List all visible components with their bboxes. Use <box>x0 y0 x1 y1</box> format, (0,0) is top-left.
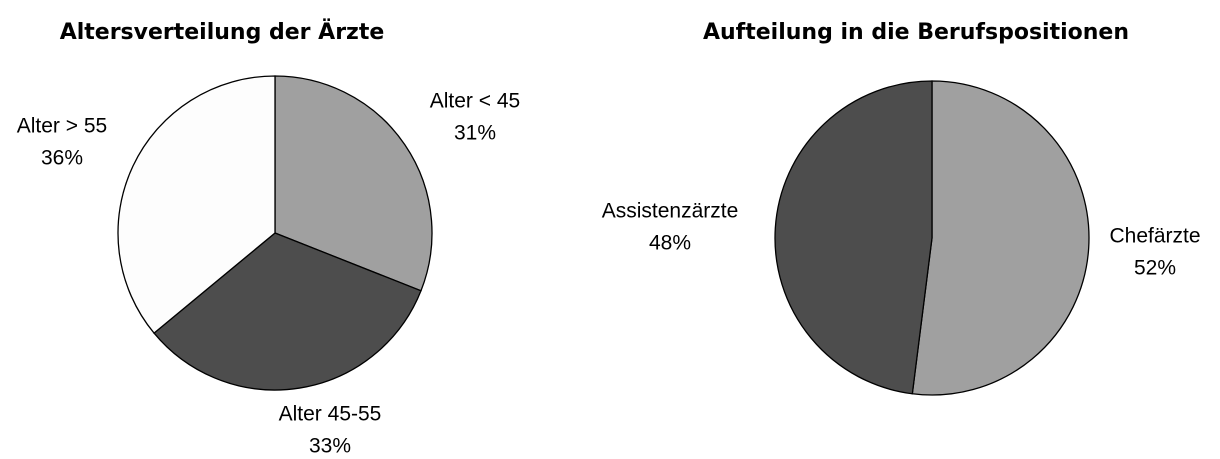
pie-slice <box>774 80 933 395</box>
slice-label: Alter > 55 <box>17 115 107 138</box>
pie-slice <box>153 232 422 391</box>
slice-label: Assistenzärzte <box>602 200 739 223</box>
chart-title: Altersverteilung der Ärzte <box>60 19 385 45</box>
pie-slice <box>274 75 433 292</box>
slice-label: Alter 45-55 <box>279 403 382 426</box>
pie-slice <box>911 80 1090 396</box>
chart-title: Aufteilung in die Berufspositionen <box>703 20 1129 45</box>
slice-value-label: 52% <box>1134 257 1176 280</box>
slice-label: Chefärzte <box>1109 225 1200 248</box>
slice-value-label: 48% <box>649 232 691 255</box>
slice-label: Alter < 45 <box>430 90 520 113</box>
slice-value-label: 31% <box>454 122 496 145</box>
slice-value-label: 36% <box>41 147 83 170</box>
pie-slice <box>117 75 276 334</box>
slice-value-label: 33% <box>309 435 351 458</box>
